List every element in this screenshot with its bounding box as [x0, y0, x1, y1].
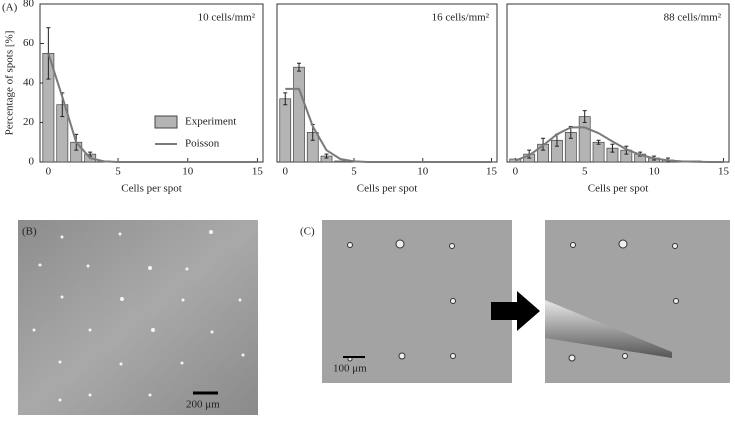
bar: [293, 66, 305, 163]
micrograph: [545, 220, 730, 383]
x-tick-label: 0: [46, 166, 52, 178]
bar: [578, 116, 591, 163]
axes-frame: [39, 3, 264, 163]
y-tick-label: 20: [23, 116, 35, 128]
legend-label: Poisson: [185, 138, 220, 150]
x-tick-label: 0: [283, 166, 289, 178]
panel-label: (C): [300, 226, 315, 238]
x-tick-label: 10: [417, 166, 429, 178]
y-axis-label: Percentage of spots [%]: [4, 31, 16, 136]
x-tick-label: 10: [649, 166, 661, 178]
panel-label: (B): [22, 226, 37, 238]
bar: [592, 141, 605, 163]
y-tick-label: 0: [29, 156, 35, 168]
poisson-line: [285, 87, 492, 163]
x-tick-label: 10: [182, 166, 194, 178]
bar: [334, 160, 347, 163]
x-tick-label: 5: [115, 166, 121, 178]
annotation: 10 cells/mm²: [198, 12, 256, 24]
legend-label: Experiment: [185, 116, 236, 128]
legend-swatch: [154, 115, 178, 129]
scale-bar-label: 200 μm: [186, 399, 220, 411]
poisson-line: [514, 126, 724, 163]
x-axis-label: Cells per spot: [357, 183, 418, 195]
scale-bar-label: 100 μm: [333, 363, 367, 375]
cells: [32, 230, 245, 402]
annotation: 16 cells/mm²: [432, 12, 490, 24]
y-tick-label: 80: [23, 0, 35, 10]
x-tick-label: 15: [252, 166, 264, 178]
bar: [279, 98, 292, 163]
axes-frame: [506, 3, 730, 163]
micrograph: [18, 220, 258, 415]
y-tick-label: 40: [23, 77, 35, 89]
pipette: [545, 300, 672, 358]
x-axis-label: Cells per spot: [121, 183, 182, 195]
cells: [347, 239, 679, 362]
arrow: [491, 291, 540, 331]
y-tick-label: 60: [23, 37, 35, 49]
annotation: 88 cells/mm²: [664, 12, 722, 24]
poisson-line: [47, 53, 258, 163]
x-tick-label: 5: [351, 166, 357, 178]
panel-label: (A): [2, 2, 18, 14]
x-tick-label: 0: [513, 166, 519, 178]
micrograph: [322, 220, 512, 383]
x-axis-label: Cells per spot: [588, 183, 649, 195]
x-tick-label: 15: [718, 166, 730, 178]
x-tick-label: 15: [486, 166, 498, 178]
x-tick-label: 5: [582, 166, 588, 178]
